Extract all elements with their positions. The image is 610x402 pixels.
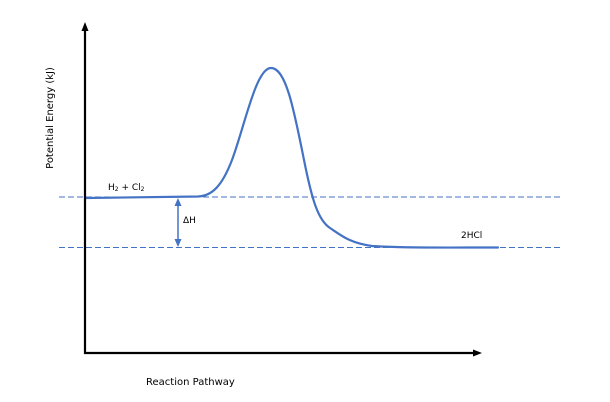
y-axis-arrow-icon	[81, 22, 89, 31]
delta-h-arrow	[174, 198, 182, 247]
energy-curve	[84, 66, 500, 249]
delta-h-label: ΔH	[183, 216, 196, 226]
reactants-cl: + Cl	[118, 183, 141, 193]
reactants-cl-subscript: 2	[140, 186, 145, 193]
y-axis	[81, 22, 89, 354]
reactants-label: H2 + Cl2	[108, 184, 145, 193]
x-axis-label: Reaction Pathway	[146, 377, 235, 388]
products-label: 2HCl	[461, 231, 483, 241]
x-axis	[84, 349, 482, 357]
x-axis-arrow-icon	[473, 349, 482, 357]
reactants-h: H	[108, 183, 115, 193]
reactants-h-subscript: 2	[114, 186, 119, 193]
y-axis-label: Potential Energy (kJ)	[45, 67, 56, 169]
